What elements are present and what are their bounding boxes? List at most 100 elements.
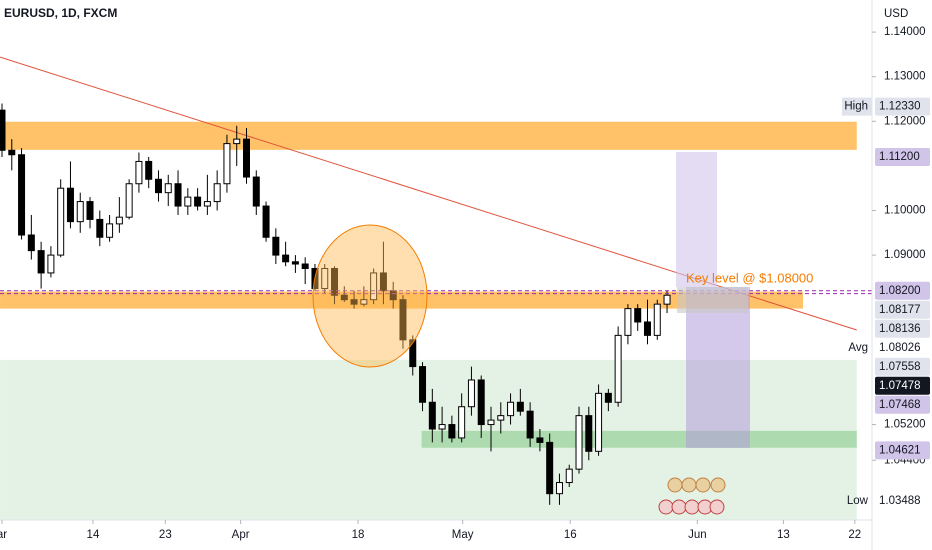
candle-body <box>526 410 534 439</box>
candle-body <box>76 201 84 223</box>
candle-body <box>565 468 573 484</box>
price-badge <box>875 281 930 300</box>
event-icon <box>710 477 726 493</box>
price-badge-label: 1.03488 <box>879 495 921 507</box>
zone <box>0 121 857 150</box>
symbol-title: EURUSD, 1D, FXCM <box>4 6 117 20</box>
price-badge <box>875 97 930 116</box>
candle-body <box>624 308 632 336</box>
candle-body <box>194 196 202 207</box>
candle-body <box>585 415 593 452</box>
candle-body <box>96 218 104 238</box>
price-badge <box>875 300 930 319</box>
candle-body <box>643 321 651 336</box>
target-box <box>676 152 717 287</box>
stop-box <box>686 287 750 448</box>
x-tick-label: Jun <box>688 529 707 541</box>
price-badge <box>875 319 930 338</box>
candle-body <box>458 406 466 439</box>
candle-body <box>595 392 603 452</box>
candle-body <box>213 183 221 203</box>
event-icon <box>667 477 683 493</box>
candle-body <box>467 379 475 408</box>
candle-body <box>164 183 172 194</box>
x-tick-label: 14 <box>87 529 100 541</box>
event-icon <box>658 499 674 515</box>
candle-body <box>37 250 45 274</box>
candle-body <box>448 424 456 439</box>
highlight-circle <box>312 224 428 368</box>
candle-body <box>516 401 524 412</box>
candle-body <box>438 424 446 430</box>
candle-body <box>555 482 563 495</box>
price-badge-label: 1.07478 <box>879 380 921 392</box>
tag-box <box>842 97 872 116</box>
x-tick-label: 23 <box>159 529 172 541</box>
candle-body <box>233 138 241 145</box>
price-badge-label: 1.08136 <box>879 323 921 335</box>
y-tick-label: 1.05200 <box>884 419 926 431</box>
axis-layer: 1.14000 1.13000 1.12000 1.10000 1.09000 1.052… <box>0 26 930 541</box>
candle-body <box>487 419 495 426</box>
candle-body <box>497 415 505 421</box>
candle-body <box>321 267 329 290</box>
candle-body <box>663 294 671 305</box>
y-tick-label: 1.09000 <box>884 249 926 261</box>
price-tag: Avg <box>848 342 868 354</box>
currency-label: USD <box>884 8 908 20</box>
price-badge <box>875 357 930 376</box>
candle-body <box>135 160 143 185</box>
candle-body <box>0 109 6 151</box>
candle-body <box>262 205 270 238</box>
candle-body <box>282 254 290 263</box>
y-tick-label: 1.14000 <box>884 26 926 38</box>
price-badge <box>875 147 930 166</box>
candle-body <box>350 299 358 305</box>
price-badge <box>875 395 930 414</box>
price-badge <box>875 376 930 395</box>
candle-body <box>399 299 407 341</box>
candle-body <box>546 441 554 495</box>
candle-body <box>106 223 114 238</box>
x-tick-label: 18 <box>352 529 365 541</box>
candle-body <box>223 143 231 185</box>
candle-body <box>419 366 427 403</box>
candle-body <box>409 339 417 368</box>
candle-body <box>370 272 378 301</box>
candle-body <box>575 415 583 470</box>
y-tick-label: 1.10000 <box>884 205 926 217</box>
candle-body <box>47 254 55 274</box>
event-icons <box>658 477 726 515</box>
price-badge-label: 1.08177 <box>879 304 921 316</box>
price-badge-label: 1.08026 <box>879 342 921 354</box>
candle-body <box>66 187 74 223</box>
event-icon <box>684 499 700 515</box>
candle-body <box>86 201 94 220</box>
event-icon <box>709 499 725 515</box>
candle-body <box>184 196 192 207</box>
candle-body <box>18 154 26 236</box>
candle-body <box>125 183 133 218</box>
price-badge-label: 1.12330 <box>879 101 921 113</box>
candle-body <box>614 334 622 403</box>
x-tick-label: May <box>452 529 474 541</box>
candle-body <box>360 299 368 305</box>
candle-body <box>174 183 182 207</box>
price-badge-label: 1.11200 <box>879 151 920 163</box>
candle-body <box>243 138 250 178</box>
candle-body <box>203 201 211 207</box>
candle-body <box>301 263 309 269</box>
event-icon <box>695 477 711 493</box>
event-icon <box>671 499 687 515</box>
candle-body <box>340 294 348 301</box>
x-tick-label: ar <box>0 529 7 541</box>
candle-body <box>428 401 436 430</box>
candle-body <box>154 178 162 194</box>
candle-body <box>536 437 544 443</box>
annotation: Key level @ $1.08000 <box>686 270 813 285</box>
plot-area <box>0 56 872 520</box>
candle-body <box>27 234 35 252</box>
candle-body <box>634 308 642 323</box>
candle-body <box>477 379 485 426</box>
